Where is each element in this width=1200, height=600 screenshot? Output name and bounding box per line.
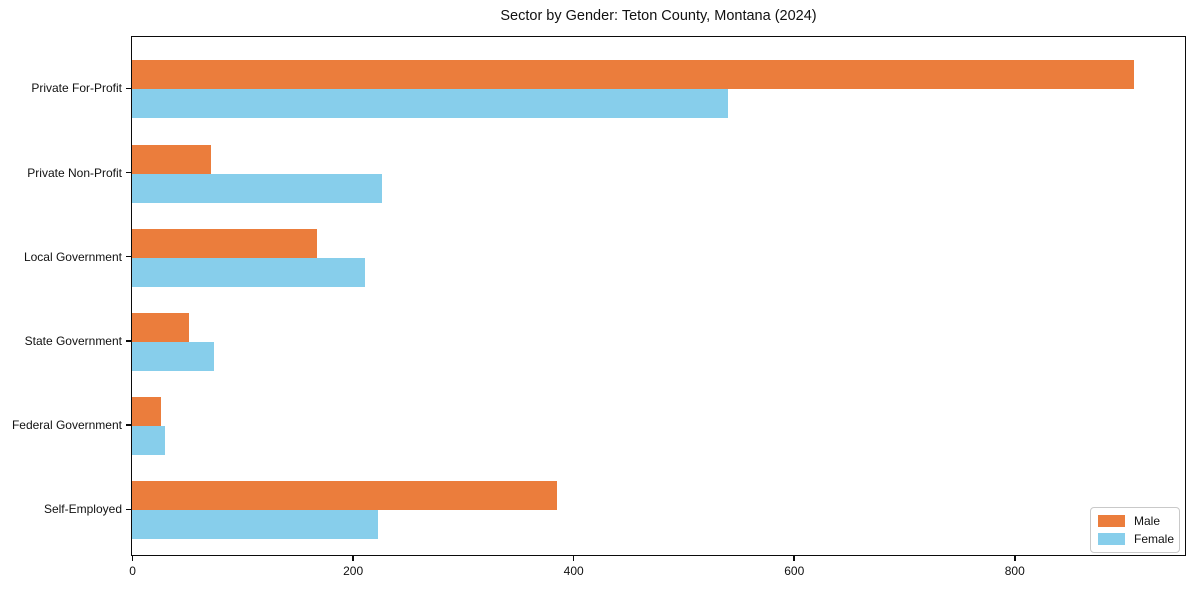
xtick-mark: [793, 556, 796, 561]
ytick-mark: [126, 87, 131, 90]
bar-female-local-government: [132, 257, 365, 287]
legend-entry-female: Female: [1098, 532, 1175, 546]
bar-female-federal-government: [132, 426, 166, 456]
ytick-mark: [126, 171, 131, 174]
bar-female-state-government: [132, 341, 214, 371]
bar-male-local-government: [132, 228, 318, 258]
legend-entry-male: Male: [1098, 514, 1171, 528]
ytick-mark: [126, 424, 131, 426]
ytick-label-state-government: State Government: [24, 333, 122, 348]
legend: Male Female: [1090, 507, 1180, 553]
ytick-label-local-government: Local Government: [23, 249, 122, 264]
xtick-label-200: 200: [343, 564, 364, 578]
xtick-label-800: 800: [1004, 564, 1025, 578]
bar-male-state-government: [132, 312, 190, 342]
ytick-label-private-for-profit: Private For-Profit: [31, 81, 122, 96]
ytick-label-private-non-profit: Private Non-Profit: [27, 165, 122, 180]
ytick-mark: [126, 340, 131, 342]
bar-female-self-employed: [132, 510, 378, 540]
ytick-label-self-employed: Self-Employed: [43, 502, 122, 517]
xtick-mark: [572, 556, 575, 561]
bar-female-private-non-profit: [132, 173, 383, 203]
ytick-label-federal-government: Federal Government: [11, 418, 122, 433]
plot-area: [131, 36, 1186, 556]
ytick-mark: [126, 508, 131, 511]
xtick-label-400: 400: [563, 564, 584, 578]
legend-label-male: Male: [1134, 514, 1161, 528]
xtick-mark: [1013, 556, 1016, 561]
bar-male-federal-government: [132, 397, 161, 427]
bar-male-private-for-profit: [132, 60, 1135, 90]
bar-female-private-for-profit: [132, 89, 728, 119]
bar-male-self-employed: [132, 481, 557, 511]
bar-male-private-non-profit: [132, 144, 212, 174]
chart-title: Sector by Gender: Teton County, Montana …: [500, 8, 817, 24]
xtick-label-600: 600: [784, 564, 805, 578]
legend-swatch-female: [1098, 533, 1125, 545]
xtick-label-0: 0: [129, 564, 136, 578]
xtick-mark: [352, 556, 354, 561]
legend-swatch-male: [1098, 515, 1125, 527]
xtick-mark: [131, 556, 134, 561]
legend-label-female: Female: [1134, 532, 1175, 546]
ytick-mark: [126, 255, 131, 258]
